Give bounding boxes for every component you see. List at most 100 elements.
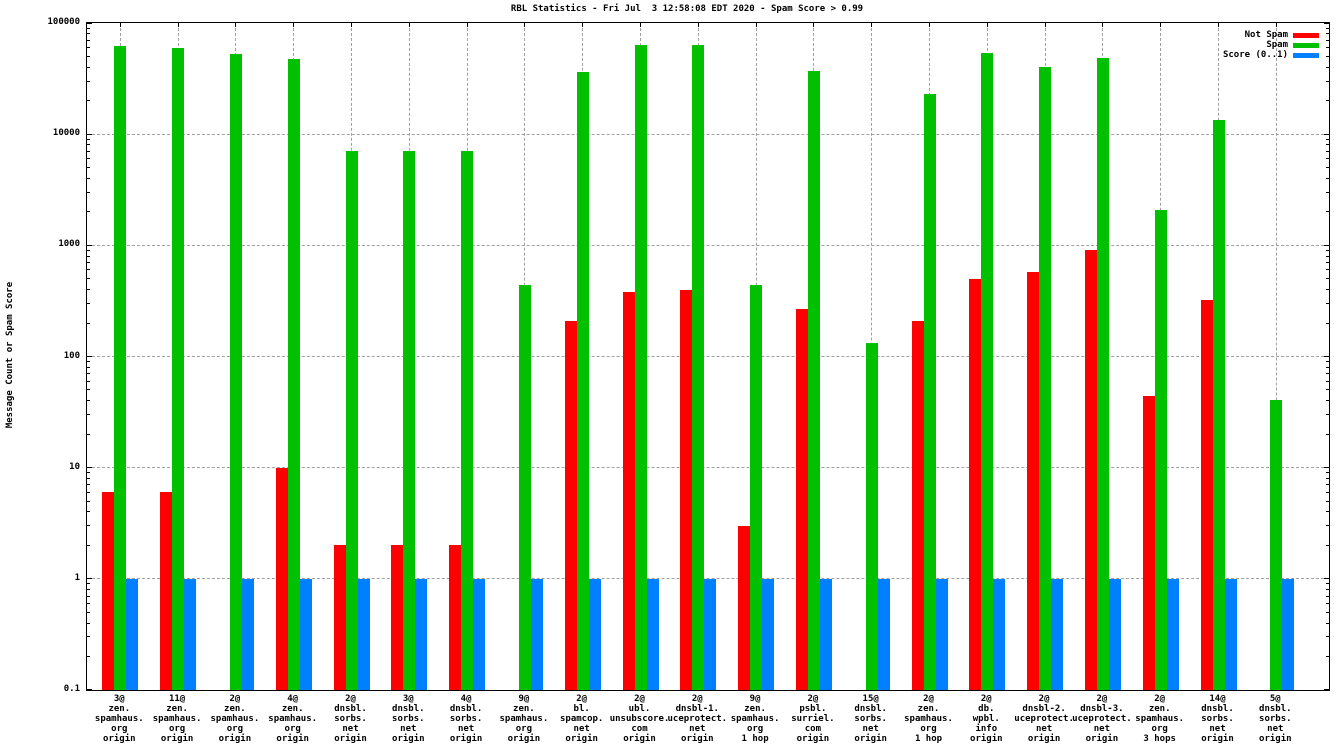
x-category-label: 9@ zen. spamhaus. org 1 hop (713, 694, 797, 744)
x-category-line: sorbs. (1259, 714, 1292, 724)
y-major-tick (87, 578, 92, 580)
y-minor-tick (87, 262, 90, 264)
x-category-line: dnsbl. (334, 704, 367, 714)
x-category-line: 1 hop (914, 734, 943, 744)
x-category-line: spamhaus. (904, 714, 953, 724)
x-category-line: spamhaus. (730, 714, 780, 724)
y-minor-tick (1326, 602, 1329, 604)
x-category-line: net (1209, 724, 1226, 734)
y-minor-tick (1326, 472, 1329, 474)
y-major-tick (87, 133, 92, 135)
x-category-line: zen. (281, 704, 304, 714)
x-tick (640, 23, 641, 27)
x-tick (929, 23, 930, 27)
y-minor-tick (87, 144, 90, 146)
y-minor-tick (87, 433, 90, 435)
bar-score (184, 578, 197, 690)
x-category-label: 2@ db. wpbl. info origin (944, 694, 1028, 744)
y-minor-tick (1326, 595, 1329, 597)
x-category-line: 2@ (923, 694, 934, 704)
bar-spam (1039, 67, 1052, 690)
y-minor-tick (1326, 55, 1329, 57)
x-category-line: origin (276, 734, 309, 744)
bar-score (993, 578, 1006, 690)
bar-spam (750, 284, 763, 690)
legend-row-not-spam: Not Spam (1223, 30, 1319, 40)
x-category-line: 2@ (980, 694, 992, 704)
y-minor-tick (1326, 211, 1329, 213)
x-category-line: net (1035, 724, 1053, 734)
y-minor-tick (87, 500, 90, 502)
y-minor-tick (1326, 177, 1329, 179)
y-minor-tick (1326, 278, 1329, 280)
y-major-tick (1324, 244, 1329, 246)
y-minor-tick (87, 47, 90, 49)
bar-spam (518, 284, 531, 690)
x-category-line: 2@ (1154, 694, 1166, 704)
bar-score (1282, 578, 1295, 690)
y-minor-tick (1326, 389, 1329, 391)
y-minor-tick (87, 211, 90, 213)
x-category-line: origin (449, 734, 483, 744)
bar-not-spam (564, 320, 577, 690)
x-category-line: surriel. (791, 714, 835, 724)
x-category-line: 2@ (1038, 694, 1050, 704)
x-category-line: 3 hops (1143, 734, 1176, 744)
bar-spam (634, 44, 647, 690)
y-minor-tick (87, 602, 90, 604)
x-tick (1218, 23, 1219, 27)
x-category-line: origin (160, 734, 194, 744)
x-tick (408, 23, 410, 27)
bar-spam (807, 71, 820, 690)
x-axis-category-labels: 3@ zen. spamhaus. org origin 11@ zen. spamhaus.… (86, 694, 1328, 750)
y-major-tick (87, 23, 92, 24)
bar-spam (1212, 119, 1225, 690)
x-tick (1160, 23, 1162, 27)
y-minor-tick (87, 278, 90, 280)
y-minor-tick (87, 39, 90, 41)
y-minor-tick (87, 525, 90, 527)
y-minor-tick (87, 589, 90, 591)
bar-spam (1096, 58, 1109, 690)
x-category-line: net (400, 724, 417, 734)
x-tick (1275, 23, 1277, 27)
x-category-line: org (746, 724, 764, 734)
y-minor-tick (1326, 191, 1329, 193)
x-category-line: spamcop. (560, 714, 604, 724)
y-minor-tick (1326, 100, 1329, 102)
y-minor-tick (1326, 636, 1329, 638)
x-category-label: 2@ zen. spamhaus. org 1 hop (887, 694, 971, 744)
y-minor-tick (87, 477, 90, 479)
bar-not-spam (160, 492, 173, 690)
y-minor-tick (87, 484, 90, 486)
y-minor-tick (87, 158, 90, 160)
x-category-line: org (284, 724, 301, 734)
x-category-line: 3@ (402, 694, 414, 704)
y-minor-tick (87, 249, 90, 251)
x-category-line: 3@ (113, 694, 125, 704)
bar-not-spam (1027, 271, 1040, 690)
h-gridline (87, 133, 1329, 135)
bar-not-spam (333, 545, 346, 690)
v-gridline (1275, 23, 1277, 690)
x-category-label: 4@ dnsbl. sorbs. net origin (424, 694, 508, 744)
y-minor-tick (1326, 622, 1329, 624)
x-tick (119, 23, 121, 27)
bar-not-spam (102, 492, 115, 690)
y-minor-tick (87, 66, 90, 68)
y-minor-tick (1326, 433, 1329, 435)
y-major-tick (87, 467, 92, 469)
x-category-label: 14@ dnsbl. sorbs. net origin (1176, 694, 1260, 744)
x-category-line: 2@ (345, 694, 356, 704)
y-minor-tick (1326, 656, 1329, 658)
x-category-line: zen. (1148, 704, 1171, 714)
legend-label-not-spam: Not Spam (1244, 30, 1288, 40)
bar-not-spam (275, 467, 288, 690)
bar-score (1108, 578, 1121, 690)
bar-not-spam (680, 289, 693, 690)
y-minor-tick (1326, 27, 1329, 29)
bar-spam (403, 151, 416, 690)
x-category-line: uceprotect. (1014, 714, 1074, 724)
bar-not-spam (969, 278, 982, 690)
